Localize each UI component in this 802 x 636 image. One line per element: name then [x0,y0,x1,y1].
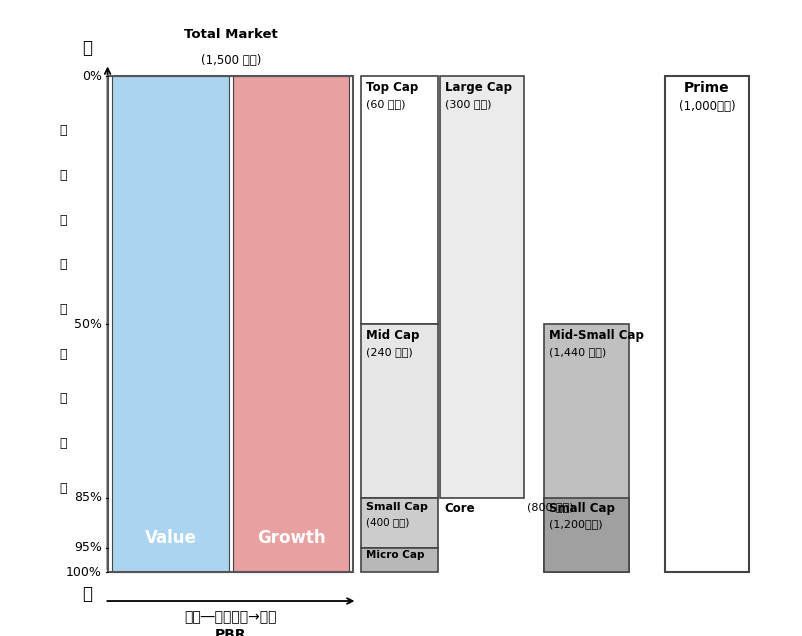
Bar [439,76,524,498]
Text: 整: 整 [59,303,67,316]
Text: Growth: Growth [257,529,325,547]
Text: 小　―　修正　→　大: 小 ― 修正 → 大 [184,611,277,625]
Text: Top Cap: Top Cap [366,81,418,94]
Bar [361,548,437,572]
Text: Core: Core [444,502,475,515]
Text: Value: Value [144,529,196,547]
Text: Total Market: Total Market [184,29,277,41]
Bar [664,76,748,572]
Text: 85%: 85% [74,492,102,504]
Text: (1,200銘柄): (1,200銘柄) [549,519,602,529]
Text: 価: 価 [59,392,67,405]
Text: 動: 動 [59,169,67,182]
Text: Prime: Prime [683,81,729,95]
Bar [544,324,628,572]
Text: 50%: 50% [74,318,102,331]
Text: (300 銘柄): (300 銘柄) [444,99,491,109]
Text: (800 銘柄): (800 銘柄) [526,502,573,512]
Text: Small Cap: Small Cap [366,502,427,512]
Text: (400 銘柄): (400 銘柄) [366,517,409,527]
Text: 額: 額 [59,481,67,495]
Text: 時: 時 [59,348,67,361]
Text: Large Cap: Large Cap [444,81,511,94]
Text: 調: 調 [59,258,67,272]
Bar [233,76,349,572]
Text: 大: 大 [83,39,92,57]
Text: Micro Cap: Micro Cap [366,550,424,560]
Text: 株: 株 [59,214,67,226]
Text: Small Cap: Small Cap [549,502,614,515]
Bar [544,498,628,572]
Text: Mid Cap: Mid Cap [366,329,419,342]
Text: 100%: 100% [66,566,102,579]
Bar [361,76,437,324]
Text: 95%: 95% [74,541,102,554]
Bar [361,324,437,498]
Text: 総: 総 [59,437,67,450]
Bar [108,76,353,572]
Text: 浮: 浮 [59,125,67,137]
Text: (1,500 銘柄): (1,500 銘柄) [200,54,261,67]
Text: 0%: 0% [82,70,102,83]
Text: (1,000銘柄): (1,000銘柄) [678,100,735,113]
Text: Mid-Small Cap: Mid-Small Cap [549,329,643,342]
Text: (60 銘柄): (60 銘柄) [366,99,405,109]
Text: 小: 小 [83,585,92,603]
Text: (1,440 銘柄): (1,440 銘柄) [549,347,606,357]
Text: PBR: PBR [215,628,246,636]
Text: (240 銘柄): (240 銘柄) [366,347,412,357]
Bar [112,76,229,572]
Bar [361,498,437,548]
